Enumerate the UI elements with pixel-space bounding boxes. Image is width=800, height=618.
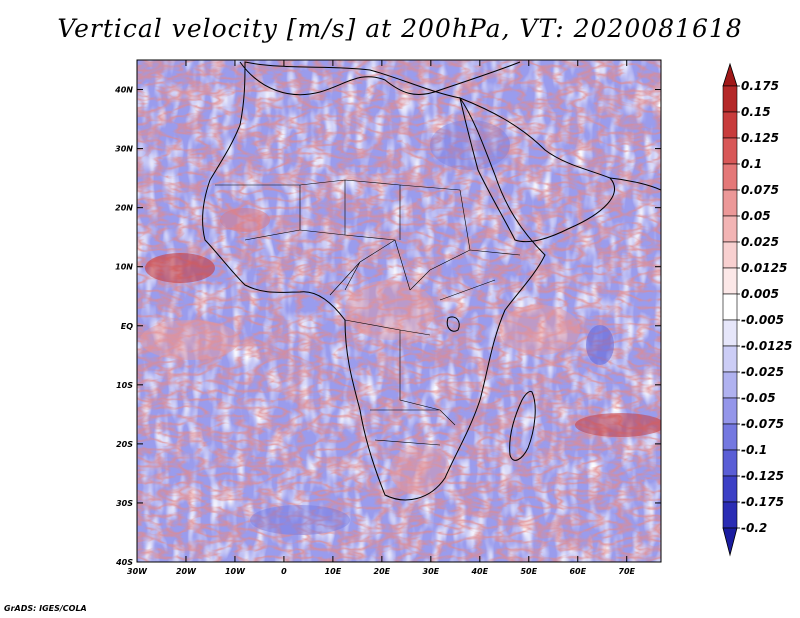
colorbar-swatch: [722, 267, 738, 295]
colorbar-label: -0.005: [741, 313, 784, 327]
colorbar-swatch: [722, 111, 738, 139]
lon-label: 30E: [423, 567, 440, 576]
axis-ticks: [136, 60, 661, 563]
lon-label: 30W: [127, 567, 148, 576]
colorbar-swatch: [722, 397, 738, 425]
lon-label: 60E: [569, 567, 586, 576]
colorbar-swatch: [722, 501, 738, 529]
madagascar-coastline: [509, 390, 536, 461]
lon-label: 0: [281, 567, 287, 576]
colorbar: 0.175 0.15 0.125 0.1 0.075 0.05 0.025 0.0125 0.0…: [722, 62, 792, 557]
colorbar-swatch: [722, 137, 738, 165]
colorbar-swatch: [722, 371, 738, 399]
coastlines: [202, 61, 661, 501]
field-layer: [137, 60, 661, 562]
lon-label: 40E: [470, 567, 488, 576]
colorbar-swatch: [722, 241, 738, 269]
europe-coastline: [239, 61, 521, 96]
lon-label: 10W: [225, 567, 246, 576]
lon-label: 10E: [325, 567, 342, 576]
lon-label: 70E: [618, 567, 635, 576]
lon-label: 20E: [374, 567, 391, 576]
colorbar-label: 0.125: [741, 131, 779, 145]
lat-label: 40S: [115, 558, 133, 567]
colorbar-min-arrow: [722, 527, 738, 557]
colorbar-label: -0.2: [741, 521, 767, 535]
colorbar-label: 0.05: [741, 209, 771, 223]
grads-credit: GrADS: IGES/COLA: [4, 604, 87, 613]
arabia-coastline: [459, 97, 615, 243]
colorbar-label: 0.1: [741, 157, 762, 171]
colorbar-label: 0.175: [741, 79, 779, 93]
lon-label: 50E: [520, 567, 537, 576]
colorbar-swatch: [722, 163, 738, 191]
colorbar-swatch: [722, 189, 738, 217]
colorbar-swatch: [722, 423, 738, 451]
colorbar-label: -0.05: [741, 391, 776, 405]
map-title: Vertical velocity [m/s] at 200hPa, VT: 2…: [57, 14, 743, 43]
colorbar-label: -0.025: [741, 365, 784, 379]
lat-label: 10S: [116, 381, 133, 390]
colorbar-swatch: [722, 475, 738, 503]
africa-coastline: [202, 61, 546, 501]
lat-label: 10N: [115, 263, 133, 272]
colorbar-swatch: [722, 345, 738, 373]
asia-coastline: [609, 177, 661, 191]
colorbar-label: -0.075: [741, 417, 784, 431]
colorbar-max-arrow: [722, 62, 738, 87]
colorbar-swatch: [722, 293, 738, 321]
colorbar-label: 0.025: [741, 235, 779, 249]
lake-victoria: [446, 316, 460, 332]
colorbar-swatch: [722, 85, 738, 113]
lat-label: 40N: [114, 86, 133, 95]
colorbar-swatch: [722, 215, 738, 243]
lat-label: 30S: [116, 499, 133, 508]
lat-label: 30N: [115, 145, 133, 154]
plot-frame: [136, 59, 662, 563]
lat-label: 20S: [116, 440, 133, 449]
colorbar-label: -0.175: [741, 495, 784, 509]
lon-label: 20W: [176, 567, 197, 576]
colorbar-label: -0.125: [741, 469, 784, 483]
colorbar-label: -0.0125: [741, 339, 792, 353]
colorbar-label: 0.15: [741, 105, 771, 119]
lat-label: EQ: [121, 322, 133, 331]
colorbar-label: 0.0125: [741, 261, 787, 275]
colorbar-swatch: [722, 319, 738, 347]
colorbar-label: 0.005: [741, 287, 779, 301]
colorbar-label: 0.075: [741, 183, 779, 197]
colorbar-label: -0.1: [741, 443, 767, 457]
lat-label: 20N: [115, 204, 133, 213]
colorbar-swatch: [722, 449, 738, 477]
country-borders: [215, 179, 521, 446]
